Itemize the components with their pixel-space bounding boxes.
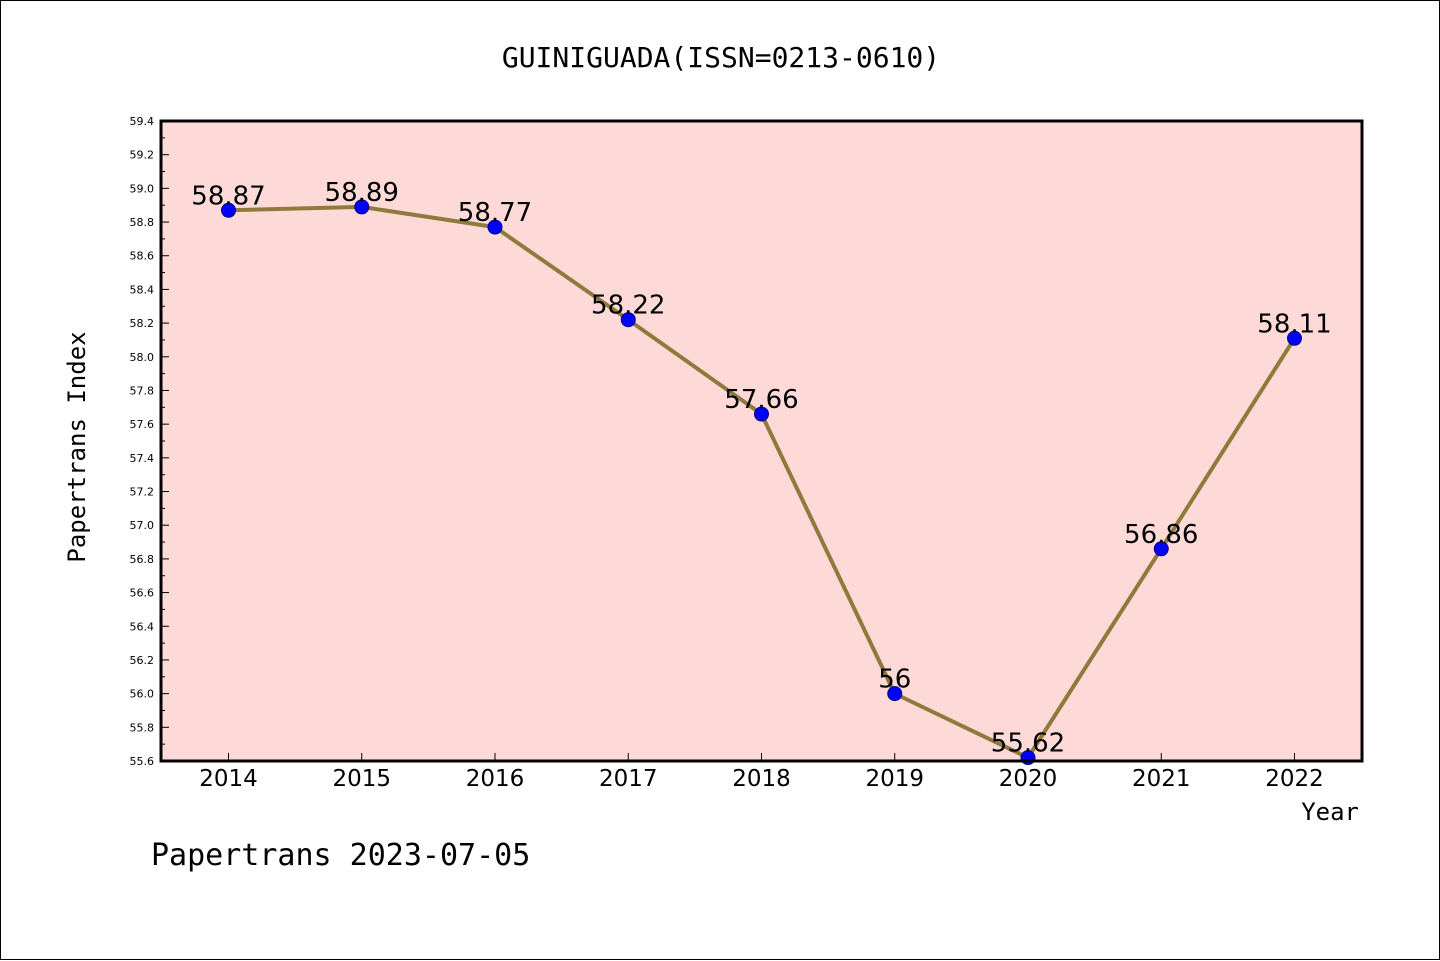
x-tick-label: 2018	[732, 766, 791, 792]
data-point	[754, 406, 769, 422]
data-label: 56.86	[1124, 520, 1198, 550]
y-tick-label: 59.2	[130, 149, 155, 162]
data-label: 58.22	[591, 291, 665, 321]
x-tick-label: 2014	[199, 766, 258, 792]
y-tick-label: 58.4	[130, 283, 155, 296]
y-tick-label: 56.4	[130, 620, 155, 633]
x-axis: 2014 2015 2016 2017 2018 2019 2020 2021 2022	[199, 753, 1324, 792]
x-tick-label: 2019	[865, 766, 924, 792]
y-tick-label: 58.0	[130, 351, 155, 364]
plot-frame	[159, 119, 1364, 763]
data-label: 58.87	[191, 181, 265, 211]
data-point	[620, 312, 636, 328]
footer-credit: Papertrans 2023-07-05	[151, 838, 530, 873]
data-point	[1153, 541, 1169, 557]
data-point	[354, 199, 370, 215]
chart-title: GUINIGUADA(ISSN=0213-0610)	[502, 41, 940, 74]
y-tick-label: 56.6	[130, 587, 155, 600]
data-label: 58.11	[1257, 309, 1331, 339]
y-tick-label: 57.0	[130, 519, 155, 532]
y-axis-label: Papertrans Index	[63, 331, 91, 562]
data-label: 55.62	[991, 729, 1065, 759]
y-tick-label: 57.6	[130, 418, 155, 431]
series-markers	[221, 199, 1302, 766]
x-tick-label: 2021	[1132, 766, 1191, 792]
y-tick-label: 57.4	[130, 452, 155, 465]
data-label: 56	[878, 665, 911, 695]
x-tick-label: 2020	[999, 766, 1058, 792]
data-labels: 58.87 58.89 58.77 58.22 57.66 56 55.62 56.86 58.…	[191, 178, 1331, 759]
y-tick-label: 57.2	[130, 486, 155, 499]
data-point	[487, 219, 503, 235]
y-tick-label: 58.2	[130, 317, 155, 330]
x-axis-label: Year	[1301, 798, 1359, 826]
y-tick-label: 58.6	[130, 250, 155, 263]
y-tick-label: 57.8	[130, 384, 155, 397]
data-label: 57.66	[724, 385, 798, 415]
data-label: 58.77	[458, 198, 532, 228]
data-point	[221, 202, 236, 218]
y-tick-label: 59.4	[130, 115, 155, 128]
x-tick-label: 2016	[466, 766, 525, 792]
y-axis: 55.6 55.8 56.0 56.2 56.4 56.6 56.8 57.0 57.2 57.4…	[130, 115, 169, 768]
y-tick-label: 56.2	[130, 654, 155, 667]
y-tick-label: 56.8	[130, 553, 155, 566]
x-tick-label: 2015	[332, 766, 391, 792]
data-label: 58.89	[325, 178, 399, 208]
data-point	[887, 686, 903, 702]
data-point	[1287, 330, 1302, 346]
y-tick-label: 59.0	[130, 182, 155, 195]
x-tick-label: 2017	[599, 766, 658, 792]
x-tick-label: 2022	[1265, 766, 1324, 792]
y-tick-label: 55.8	[130, 721, 155, 734]
plot-area	[161, 121, 1362, 761]
y-tick-label: 55.6	[130, 755, 155, 768]
y-tick-label: 56.0	[130, 688, 155, 701]
y-tick-label: 58.8	[130, 216, 155, 229]
